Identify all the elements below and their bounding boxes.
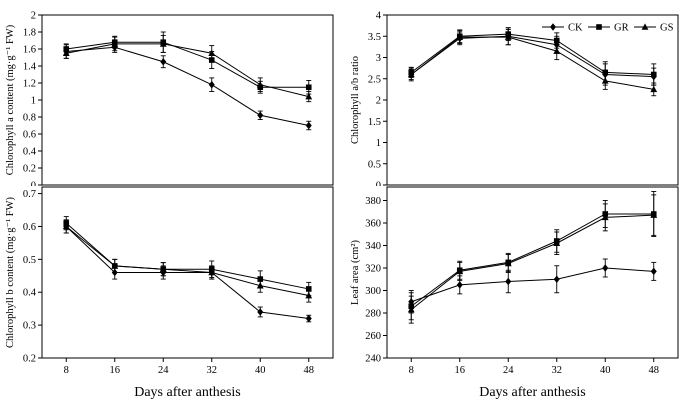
svg-text:48: 48 [304, 365, 315, 376]
svg-text:320: 320 [365, 264, 381, 275]
svg-text:1.2: 1.2 [23, 79, 36, 90]
right-column: 0 0.5 1 1.5 2 2.5 3 3.5 4 Chlorophyll a/b ratio CK… [345, 5, 690, 407]
chlorophyll-a-chart: 0 0.2 0.4 0.6 0.8 1 1.2 1.4 1.6 1.8 2 Chlorophyll a… [5, 11, 334, 187]
svg-text:3.5: 3.5 [368, 32, 381, 43]
svg-text:24: 24 [158, 365, 169, 376]
svg-text:0.4: 0.4 [23, 147, 37, 158]
svg-text:300: 300 [365, 286, 381, 297]
svg-text:GR: GR [614, 23, 629, 34]
svg-text:0.4: 0.4 [23, 288, 37, 299]
svg-text:16: 16 [110, 365, 121, 376]
svg-text:8: 8 [409, 365, 414, 376]
svg-text:0.2: 0.2 [23, 164, 36, 175]
x-axis-label-right: Days after anthesis [479, 385, 586, 400]
svg-text:1.5: 1.5 [368, 117, 381, 128]
svg-text:16: 16 [455, 365, 466, 376]
svg-text:GS: GS [660, 23, 674, 34]
svg-text:0.6: 0.6 [23, 222, 36, 233]
svg-text:1.8: 1.8 [23, 28, 36, 39]
svg-text:0.5: 0.5 [23, 255, 36, 266]
svg-text:32: 32 [207, 365, 218, 376]
svg-text:1: 1 [31, 96, 36, 107]
svg-text:3: 3 [376, 53, 381, 64]
chlorophyll-b-chart: 0.2 0.3 0.4 0.5 0.6 0.7 8 16 24 32 40 48 Chlorophyll… [5, 186, 334, 376]
svg-text:1.4: 1.4 [23, 62, 37, 73]
svg-text:280: 280 [365, 309, 381, 320]
svg-text:Chlorophyll a content (mg·g⁻¹: Chlorophyll a content (mg·g⁻¹ FW) [5, 24, 16, 175]
svg-text:0: 0 [31, 181, 36, 187]
leaf-area-chart: 240 260 280 300 320 340 360 380 8 16 24 32 40 48 Leaf … [350, 186, 679, 376]
svg-text:0.8: 0.8 [23, 113, 36, 124]
svg-text:360: 360 [365, 219, 381, 230]
svg-text:1.6: 1.6 [23, 45, 36, 56]
svg-text:240: 240 [365, 354, 381, 365]
left-column: 0 0.2 0.4 0.6 0.8 1 1.2 1.4 1.6 1.8 2 Chlorophyll a… [0, 5, 345, 407]
svg-text:380: 380 [365, 196, 381, 207]
svg-text:1: 1 [376, 138, 381, 149]
svg-text:CK: CK [568, 23, 583, 34]
svg-text:0.2: 0.2 [23, 354, 36, 365]
svg-text:0.5: 0.5 [368, 159, 381, 170]
svg-text:2: 2 [376, 96, 381, 107]
svg-text:48: 48 [649, 365, 660, 376]
svg-text:32: 32 [552, 365, 563, 376]
svg-text:0.6: 0.6 [23, 130, 36, 141]
svg-text:0.7: 0.7 [23, 189, 36, 200]
svg-text:2.5: 2.5 [368, 74, 381, 85]
svg-text:Chlorophyll b content (mg·g⁻¹: Chlorophyll b content (mg·g⁻¹ FW) [5, 197, 16, 349]
svg-text:2: 2 [31, 11, 36, 22]
svg-text:40: 40 [255, 365, 266, 376]
svg-text:260: 260 [365, 331, 381, 342]
svg-text:0.3: 0.3 [23, 321, 36, 332]
x-axis-label-left: Days after anthesis [134, 385, 241, 400]
svg-text:0: 0 [376, 181, 381, 187]
chlorophyll-ab-ratio-chart: 0 0.5 1 1.5 2 2.5 3 3.5 4 Chlorophyll a/b ratio CK… [350, 11, 679, 187]
svg-text:8: 8 [64, 365, 69, 376]
svg-text:Chlorophyll a/b ratio: Chlorophyll a/b ratio [350, 56, 361, 144]
svg-text:4: 4 [376, 11, 382, 22]
svg-text:340: 340 [365, 241, 381, 252]
svg-text:40: 40 [600, 365, 611, 376]
svg-text:24: 24 [503, 365, 514, 376]
svg-text:Leaf area (cm²): Leaf area (cm²) [350, 240, 361, 305]
